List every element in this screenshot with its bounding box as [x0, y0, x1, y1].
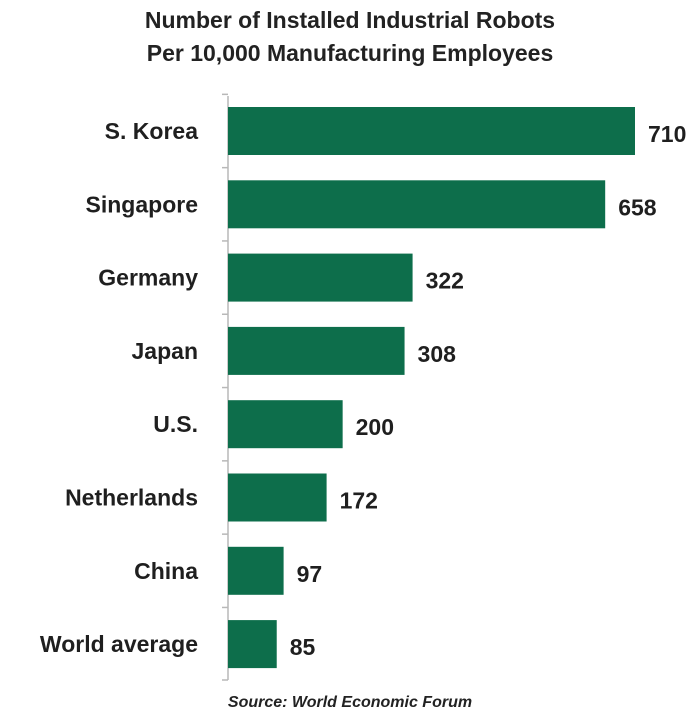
- value-label: 172: [340, 488, 378, 514]
- value-label: 97: [297, 561, 323, 587]
- bar: [228, 473, 327, 522]
- chart-title-line-2: Per 10,000 Manufacturing Employees: [146, 40, 554, 66]
- bars-layer: S. Korea 710 Singapore 658 Germany 322 Japan 30…: [40, 93, 686, 681]
- category-label: World average: [40, 631, 198, 657]
- value-label: 200: [356, 414, 394, 440]
- chart-title-line-1: Number of Installed Industrial Robots: [144, 7, 556, 33]
- bar: [228, 107, 635, 155]
- bar: [228, 546, 284, 595]
- value-label: 710: [648, 121, 686, 147]
- bar: [228, 180, 606, 229]
- category-label: Germany: [98, 265, 198, 291]
- chart-title: Number of Installed Industrial Robots Pe…: [0, 4, 700, 70]
- bar: [228, 620, 277, 669]
- source-note: Source: World Economic Forum: [227, 694, 473, 711]
- bar: [228, 253, 413, 302]
- value-label: 658: [618, 194, 657, 220]
- category-label: Singapore: [86, 191, 198, 217]
- category-label: U.S.: [153, 411, 198, 437]
- category-label: Japan: [132, 338, 198, 364]
- value-label: 322: [426, 268, 464, 294]
- value-label: 308: [418, 341, 457, 367]
- category-label: S. Korea: [105, 118, 199, 144]
- category-label: China: [134, 558, 198, 584]
- bar: [228, 326, 405, 375]
- value-label: 85: [290, 634, 316, 660]
- category-label: Netherlands: [65, 485, 198, 511]
- bar: [228, 400, 343, 449]
